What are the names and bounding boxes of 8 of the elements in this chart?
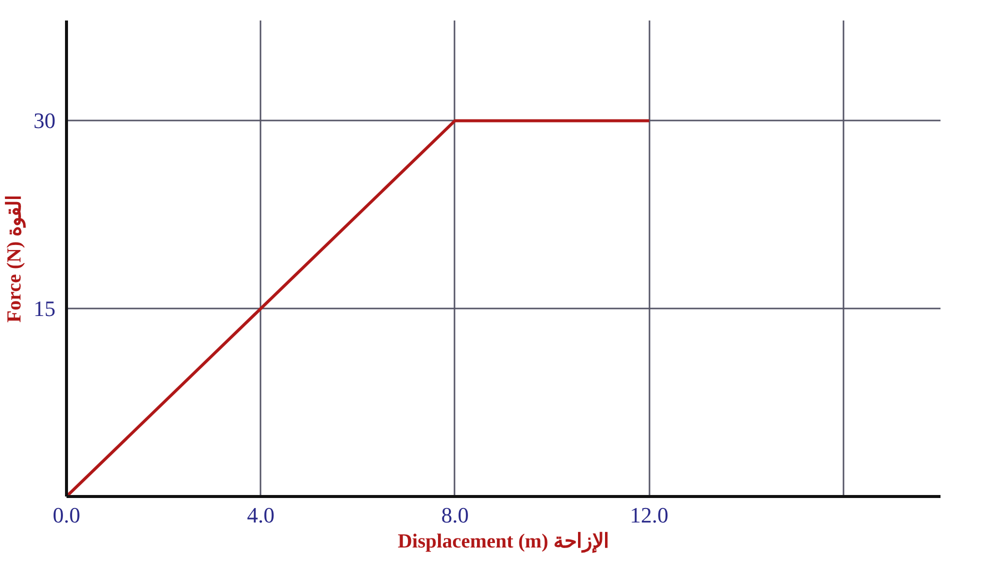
x-tick-label: 4.0 bbox=[246, 502, 274, 528]
y-tick-label: 15 bbox=[34, 296, 56, 322]
x-tick-label: 12.0 bbox=[630, 502, 668, 528]
x-axis-title: Displacement (m) الإزاحة bbox=[398, 530, 610, 554]
x-tick-label: 0.0 bbox=[52, 502, 80, 528]
y-axis-title: Force (N) القوة bbox=[4, 194, 26, 323]
x-tick-label: 8.0 bbox=[441, 502, 469, 528]
y-tick-label: 30 bbox=[34, 108, 56, 134]
